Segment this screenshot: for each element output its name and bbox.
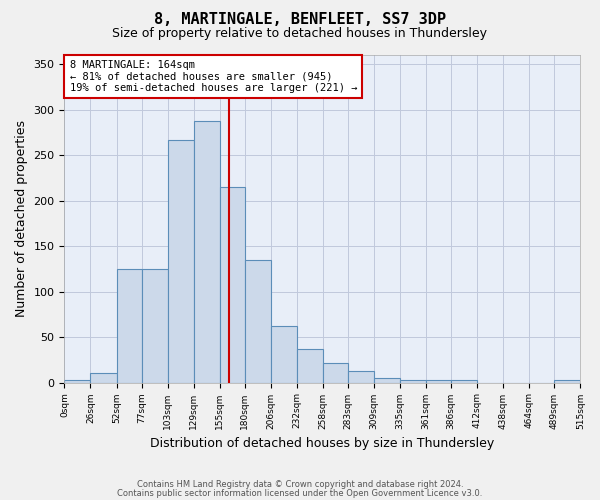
Bar	[400, 380, 426, 382]
Bar	[194, 120, 220, 382]
Bar	[142, 269, 167, 382]
Bar	[91, 372, 116, 382]
Bar	[323, 362, 348, 382]
Bar	[116, 269, 142, 382]
Text: Size of property relative to detached houses in Thundersley: Size of property relative to detached ho…	[113, 28, 487, 40]
Bar	[374, 378, 400, 382]
X-axis label: Distribution of detached houses by size in Thundersley: Distribution of detached houses by size …	[151, 437, 494, 450]
Bar	[451, 380, 477, 382]
Bar	[554, 380, 580, 382]
Bar	[167, 140, 194, 382]
Bar	[297, 349, 323, 382]
Bar	[245, 260, 271, 382]
Text: 8, MARTINGALE, BENFLEET, SS7 3DP: 8, MARTINGALE, BENFLEET, SS7 3DP	[154, 12, 446, 28]
Bar	[64, 380, 91, 382]
Bar	[220, 187, 245, 382]
Text: Contains HM Land Registry data © Crown copyright and database right 2024.: Contains HM Land Registry data © Crown c…	[137, 480, 463, 489]
Bar	[426, 380, 451, 382]
Bar	[348, 370, 374, 382]
Text: Contains public sector information licensed under the Open Government Licence v3: Contains public sector information licen…	[118, 489, 482, 498]
Y-axis label: Number of detached properties: Number of detached properties	[15, 120, 28, 318]
Text: 8 MARTINGALE: 164sqm
← 81% of detached houses are smaller (945)
19% of semi-deta: 8 MARTINGALE: 164sqm ← 81% of detached h…	[70, 60, 357, 93]
Bar	[271, 326, 297, 382]
